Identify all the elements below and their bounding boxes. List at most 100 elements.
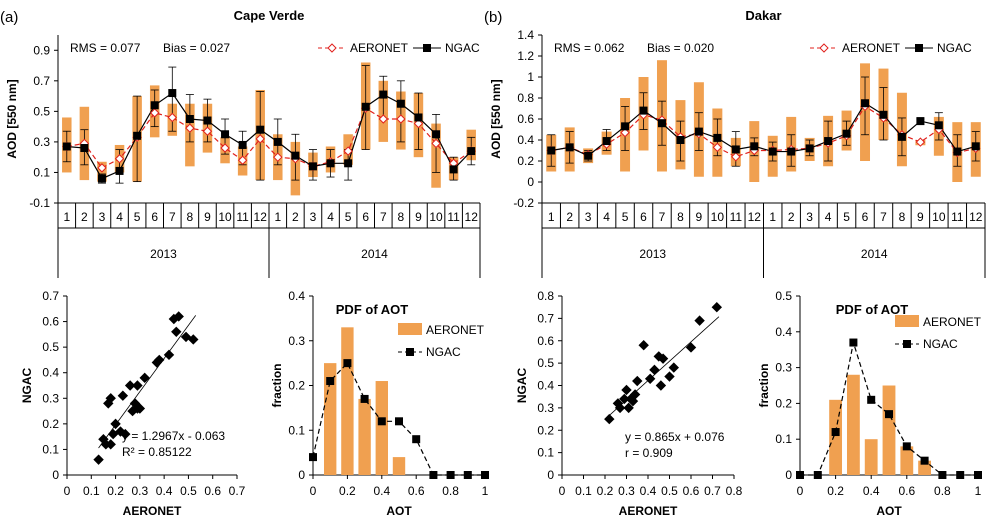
- ngac-point: [344, 159, 353, 168]
- y-tick-label: 0.1: [775, 432, 792, 446]
- ngac-series-line: [66, 92, 472, 180]
- scatter-point: [132, 380, 143, 391]
- month-label: 5: [843, 210, 850, 224]
- month-label: 6: [362, 210, 369, 224]
- legend-ngac-label: NGAC: [923, 337, 958, 351]
- aeronet-point: [712, 142, 723, 153]
- ngac-point: [713, 133, 722, 142]
- scatter-point: [655, 380, 667, 391]
- month-label: 8: [398, 210, 405, 224]
- month-label: 12: [254, 210, 268, 224]
- y-tick-label: 0.1: [42, 442, 59, 456]
- y-tick-label: 0.2: [288, 379, 305, 393]
- y-axis-label: NGAC: [515, 368, 529, 404]
- aeronet-point: [167, 112, 177, 123]
- aeronet-point: [343, 146, 353, 156]
- aeronet-bar: [882, 385, 896, 475]
- y-tick-label: 0.4: [537, 379, 554, 393]
- ngac-point: [861, 99, 870, 108]
- x-tick-label: 0.1: [575, 484, 592, 498]
- ngac-point: [449, 165, 458, 174]
- aeronet-bar: [900, 446, 914, 475]
- ngac-point: [203, 116, 212, 125]
- year-label: 2013: [639, 247, 666, 261]
- y-tick-label: 0: [52, 468, 59, 482]
- aeronet-point: [150, 108, 160, 118]
- month-label: 9: [917, 210, 924, 224]
- aeronet-bar: [846, 374, 860, 475]
- legend-ngac-label: NGAC: [426, 345, 461, 359]
- x-tick-label: 0.4: [863, 484, 880, 498]
- x-axis-label: AOT: [876, 504, 902, 518]
- fit-equation: y = 0.865x + 0.076: [625, 430, 725, 444]
- ngac-pdf-point: [309, 453, 317, 462]
- x-tick-label: 0.5: [661, 484, 678, 498]
- x-tick-label: 0.4: [640, 484, 657, 498]
- month-label: 5: [345, 210, 352, 224]
- x-tick-label: 1: [975, 484, 982, 498]
- ngac-pdf-point: [463, 471, 472, 479]
- chart-title: Cape Verde: [234, 8, 305, 23]
- month-label: 8: [187, 210, 194, 224]
- y-tick-label: 0.8: [517, 91, 534, 105]
- scatter-point: [139, 372, 150, 384]
- ngac-pdf-point: [956, 471, 965, 479]
- ngac-pdf-point: [343, 359, 352, 368]
- y-axis-label: NGAC: [20, 368, 34, 404]
- y-tick-label: 0.5: [775, 289, 792, 303]
- month-label: 4: [116, 210, 123, 224]
- chart-title: PDF of AOT: [336, 302, 409, 317]
- month-label: 12: [748, 210, 762, 224]
- scatter-point: [711, 301, 723, 313]
- x-tick-label: 0.5: [180, 484, 197, 498]
- ngac-point: [379, 90, 388, 99]
- month-label: 1: [769, 210, 776, 224]
- month-label: 2: [788, 210, 795, 224]
- legend-aeronet-swatch: [398, 323, 422, 335]
- y-tick-label: 0.1: [537, 446, 554, 460]
- month-label: 1: [274, 210, 281, 224]
- y-tick-label: 0.6: [42, 315, 59, 329]
- aeronet-point: [237, 155, 248, 165]
- aeronet-bar: [358, 398, 371, 475]
- x-axis-label: AERONET: [123, 504, 182, 518]
- chart-title: PDF of AOT: [836, 302, 909, 317]
- x-tick-label: 0.6: [898, 484, 915, 498]
- month-label: 4: [603, 210, 610, 224]
- x-tick-label: 0.4: [156, 484, 173, 498]
- scatter-point: [188, 334, 199, 345]
- ngac-point: [97, 174, 106, 183]
- ngac-point: [565, 143, 574, 152]
- year-label: 2014: [361, 247, 388, 261]
- ngac-pdf-line: [800, 342, 978, 476]
- pdf-chart-3: 0 0.1 0.2 0.3 0.4 0 0.2 0.4 0.6 0.8 1 AOT fraction PD…: [270, 289, 489, 518]
- month-label: 10: [932, 210, 946, 224]
- y-tick-label: 1: [527, 70, 534, 84]
- month-label: 10: [429, 210, 443, 224]
- y-axis-label: AOD [550 nm]: [489, 79, 503, 158]
- y-tick-label: 0.3: [42, 391, 59, 405]
- ngac-pdf-point: [974, 471, 982, 479]
- ngac-point: [414, 113, 423, 122]
- x-tick-label: 0: [797, 484, 804, 498]
- scatter-point: [664, 371, 675, 382]
- ngac-point: [361, 102, 370, 111]
- scatter-point: [621, 384, 632, 396]
- legend-ngac-label: NGAC: [445, 41, 480, 55]
- legend-aeronet-label: AERONET: [426, 323, 485, 337]
- ngac-pdf-point: [813, 471, 822, 479]
- ngac-point: [185, 115, 194, 123]
- month-label: 2: [566, 210, 573, 224]
- aeronet-point: [114, 154, 125, 164]
- ngac-pdf-point: [902, 442, 911, 451]
- month-label: 9: [415, 210, 422, 224]
- year-label: 2014: [861, 247, 888, 261]
- y-tick-label: 0.2: [42, 417, 59, 431]
- y-tick-label: 0.4: [517, 133, 534, 147]
- x-tick-label: 0.2: [597, 484, 614, 498]
- y-tick-label: 0.6: [537, 334, 554, 348]
- scatter-point: [117, 390, 129, 401]
- month-label: 5: [134, 210, 141, 224]
- aeronet-point: [202, 126, 213, 136]
